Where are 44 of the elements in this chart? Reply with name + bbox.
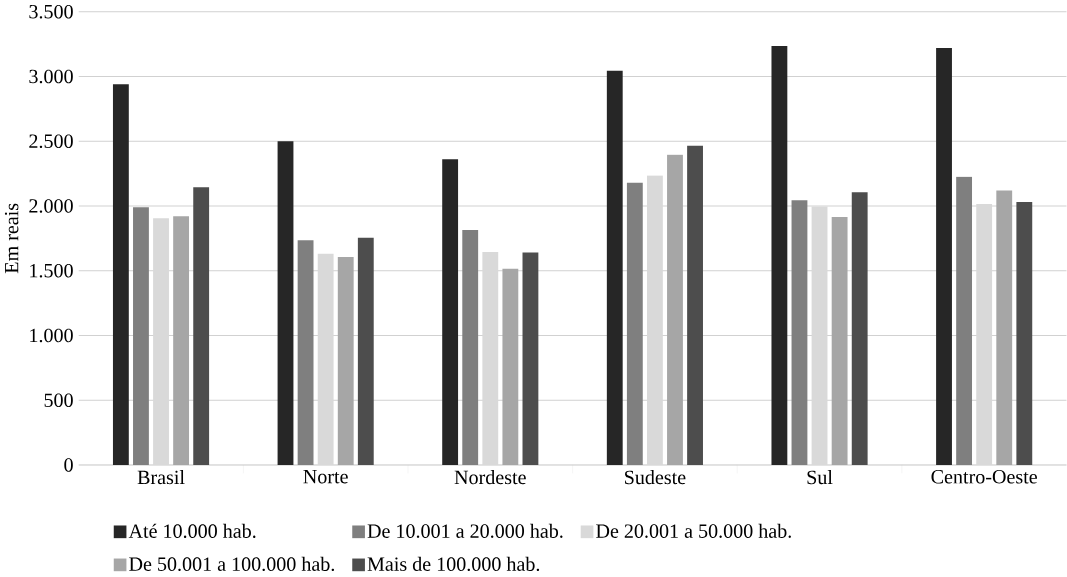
bar [771,45,788,465]
bar [193,187,210,465]
legend-label: Mais de 100.000 hab. [367,556,540,571]
legend-label: Até 10.000 hab. [128,523,256,538]
bar [936,47,952,465]
legend-label: De 20.001 a 50.000 hab. [596,523,791,538]
bar [462,229,479,465]
bar [667,154,683,465]
x-tick-label: Brasil [137,469,185,485]
bar [357,237,374,465]
bar [791,200,808,465]
x-tick-label: Sul [807,469,833,485]
legend-label: De 10.001 a 20.000 hab. [367,523,563,538]
x-tick-label: Nordeste [454,469,526,485]
bar [831,216,848,465]
bar [133,207,149,465]
y-tick-label: 1.000 [30,328,73,343]
bar [502,268,519,465]
bar [112,84,129,465]
bar [996,190,1013,465]
bar [173,216,190,465]
y-tick-label: 500 [44,393,73,407]
y-axis-title: Em reais [4,203,19,274]
bar [851,192,868,465]
bar [606,70,623,465]
bar [337,257,354,465]
bar [687,145,703,465]
y-tick-label: 1.500 [30,263,73,278]
bar [626,182,643,465]
bar [1016,202,1033,465]
bar [297,240,314,465]
bar [522,252,539,465]
x-tick-label: Centro-Oeste [931,470,1037,484]
y-tick-label: 3.500 [29,4,73,19]
y-tick-label: 2.500 [29,134,73,148]
y-tick-label: 0 [64,458,73,472]
bar [442,159,459,465]
bar [277,141,294,465]
y-tick-label: 2.000 [29,199,73,213]
y-tick-label: 3.000 [29,69,73,84]
bar [956,176,973,465]
x-tick-label: Sudeste [625,469,686,485]
x-tick-label: Norte [303,470,348,484]
legend-label: De 50.001 a 100.000 hab. [129,556,335,571]
